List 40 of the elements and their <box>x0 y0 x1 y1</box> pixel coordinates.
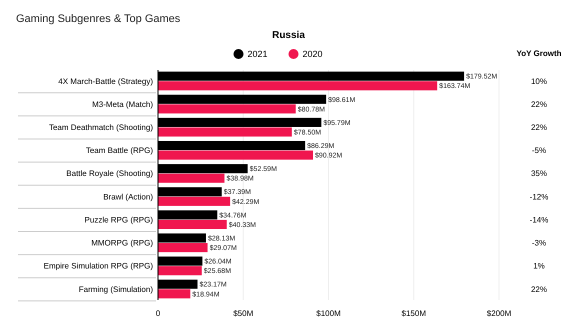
y-tick-label: Farming (Simulation) <box>78 284 154 294</box>
chart-subtitle: Russia <box>272 30 306 41</box>
bar <box>158 174 224 183</box>
bar <box>158 104 296 114</box>
x-tick-label: $150M <box>402 309 426 318</box>
bar <box>158 127 292 137</box>
bar <box>158 266 202 276</box>
text: 22% <box>530 123 548 132</box>
bar <box>158 220 227 230</box>
y-tick-label: Brawl (Action) <box>103 192 154 202</box>
bar <box>158 196 230 206</box>
text: -3% <box>532 238 546 248</box>
legend-label: 2021 <box>248 49 268 60</box>
bar <box>158 243 208 252</box>
text: 22% <box>530 100 548 109</box>
y-tick-label: MMORPG (RPG) <box>91 238 154 248</box>
text: -12% <box>530 192 548 202</box>
text: 22% <box>530 284 548 294</box>
text: YoY Growth <box>516 49 562 58</box>
text: 10% <box>530 76 548 86</box>
bar <box>158 81 438 90</box>
bar <box>158 150 314 160</box>
y-tick-label: Puzzle RPG (RPG) <box>84 215 154 224</box>
x-tick-label: 0 <box>156 309 161 318</box>
text: -14% <box>530 215 548 224</box>
y-tick-label: Team Deathmatch (Shooting) <box>48 123 154 132</box>
y-tick-label: Team Battle (RPG) <box>86 146 154 156</box>
legend-label: 2020 <box>302 49 323 60</box>
x-tick-label: $200M <box>486 309 512 318</box>
chart-title: Gaming Subgenres & Top Games <box>16 13 181 25</box>
x-tick-label: $50M <box>233 309 254 318</box>
text: 35% <box>530 169 548 178</box>
text: 1% <box>533 262 545 271</box>
text: -5% <box>532 146 546 156</box>
y-tick-label: M3-Meta (Match) <box>92 100 154 109</box>
bar <box>158 289 190 298</box>
x-tick-label: $100M <box>316 309 342 318</box>
y-tick-label: Empire Simulation RPG (RPG) <box>44 262 154 271</box>
y-tick-label: 4X March-Battle (Strategy) <box>58 76 154 86</box>
y-tick-label: Battle Royale (Shooting) <box>66 169 154 178</box>
